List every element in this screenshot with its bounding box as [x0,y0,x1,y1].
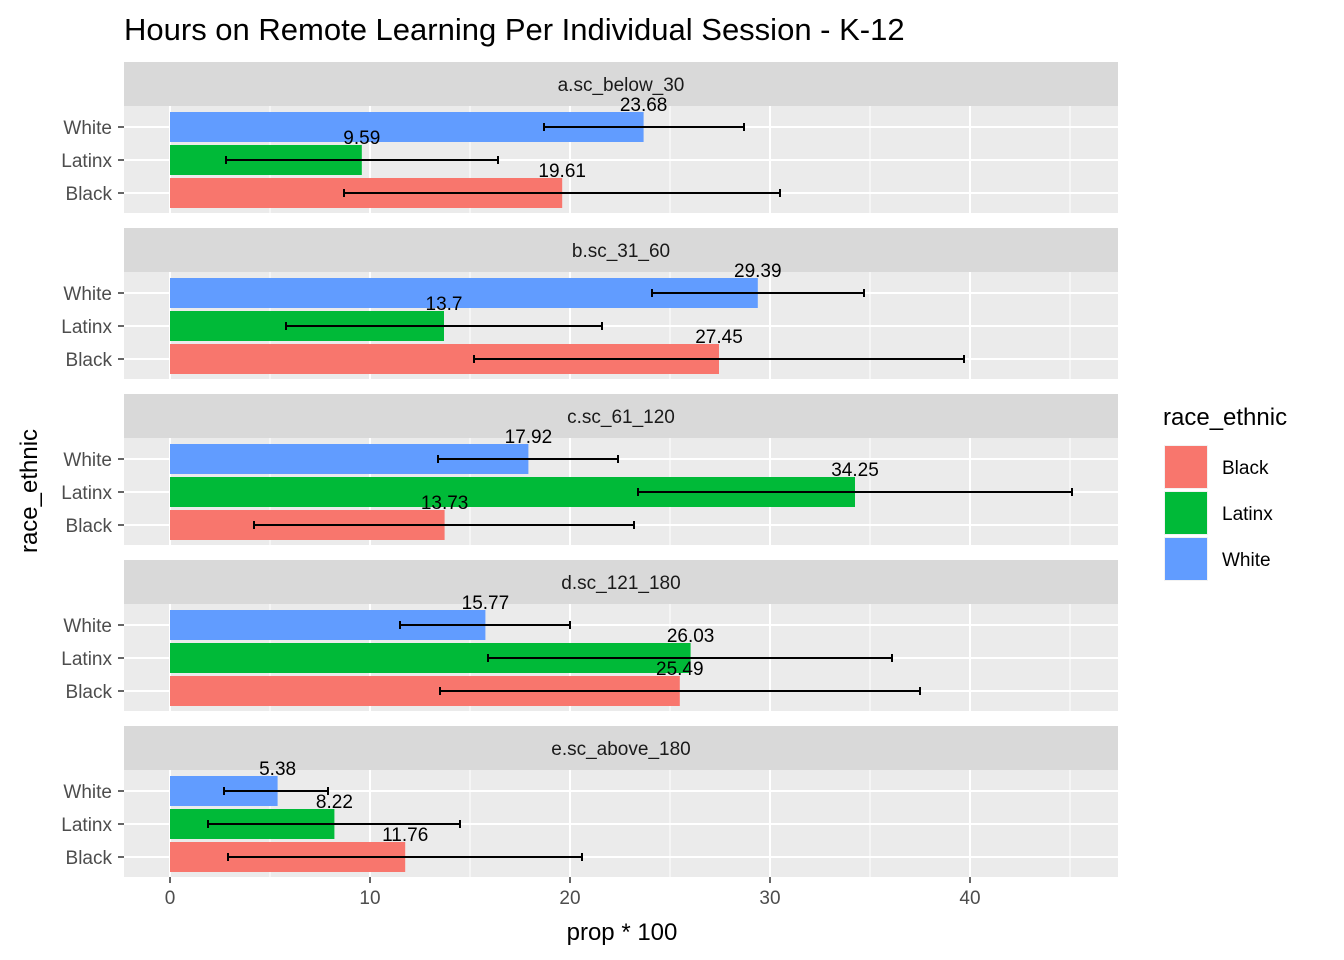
data-label: 23.68 [620,95,668,116]
y-tick-label: Latinx [61,815,112,836]
data-label: 29.39 [734,261,782,282]
data-label: 17.92 [505,427,553,448]
data-label: 8.22 [316,792,353,813]
facet-strip [124,726,1118,770]
data-label: 11.76 [382,825,428,846]
y-tick-label: Black [66,184,113,205]
facet-strip-label: d.sc_121_180 [561,573,680,594]
y-tick-label: Latinx [61,151,112,172]
y-tick-label: White [63,450,112,471]
legend-title: race_ethnic [1163,404,1287,431]
y-tick-label: White [63,118,112,139]
x-tick-label: 40 [959,888,980,909]
facet-panel: c.sc_61_120 White Latinx Black 17.92 34.25 13.… [61,394,1118,545]
x-tick-label: 20 [559,888,580,909]
legend-swatch [1165,446,1207,488]
facet-strip [124,62,1118,106]
chart-title: Hours on Remote Learning Per Individual … [124,12,905,47]
legend-swatch [1165,538,1207,580]
y-tick-label: White [63,284,112,305]
y-tick-label: Black [66,350,113,371]
facet-strip [124,394,1118,438]
y-axis-title: race_ethnic [16,429,43,553]
data-label: 27.45 [695,327,743,348]
data-label: 13.7 [426,294,463,315]
legend-label: White [1222,550,1271,571]
x-tick-label: 10 [359,888,380,909]
facet-panel: a.sc_below_30 White Latinx Black 23.68 9.59 19… [61,62,1118,213]
data-label: 13.73 [421,493,469,514]
data-label: 15.77 [462,593,510,614]
data-label: 26.03 [667,626,715,647]
y-tick-label: Latinx [61,649,112,670]
facet-strip-label: b.sc_31_60 [572,241,670,262]
legend-label: Latinx [1222,504,1273,525]
y-tick-label: Black [66,516,113,537]
data-label: 34.25 [831,460,879,481]
facet-strip [124,228,1118,272]
facet-panels: a.sc_below_30 White Latinx Black 23.68 9.59 19… [61,62,1118,877]
y-tick-label: White [63,782,112,803]
data-label: 5.38 [259,759,296,780]
legend-label: Black [1222,458,1269,479]
facet-panel: e.sc_above_180 White Latinx Black 5.38 8.22 11… [61,726,1118,877]
y-tick-label: Black [66,848,113,869]
facet-strip-label: a.sc_below_30 [558,75,685,96]
y-tick-label: Black [66,682,113,703]
facet-strip-label: c.sc_61_120 [567,407,675,428]
data-label: 25.49 [656,659,704,680]
facet-strip [124,560,1118,604]
y-tick-label: Latinx [61,483,112,504]
data-label: 9.59 [343,128,380,149]
legend-swatch [1165,492,1207,534]
facet-panel: d.sc_121_180 White Latinx Black 15.77 26.03 25… [61,560,1118,711]
x-axis-title: prop * 100 [567,919,678,946]
x-tick-label: 30 [759,888,780,909]
x-axis: 0 10 20 30 40 [165,877,981,909]
x-tick-label: 0 [165,888,176,909]
facet-panel: b.sc_31_60 White Latinx Black 29.39 13.7 27.45 [61,228,1118,379]
facet-strip-label: e.sc_above_180 [551,739,690,760]
legend: race_ethnic Black Latinx White [1163,404,1287,581]
y-tick-label: Latinx [61,317,112,338]
y-tick-label: White [63,616,112,637]
data-label: 19.61 [538,161,586,182]
